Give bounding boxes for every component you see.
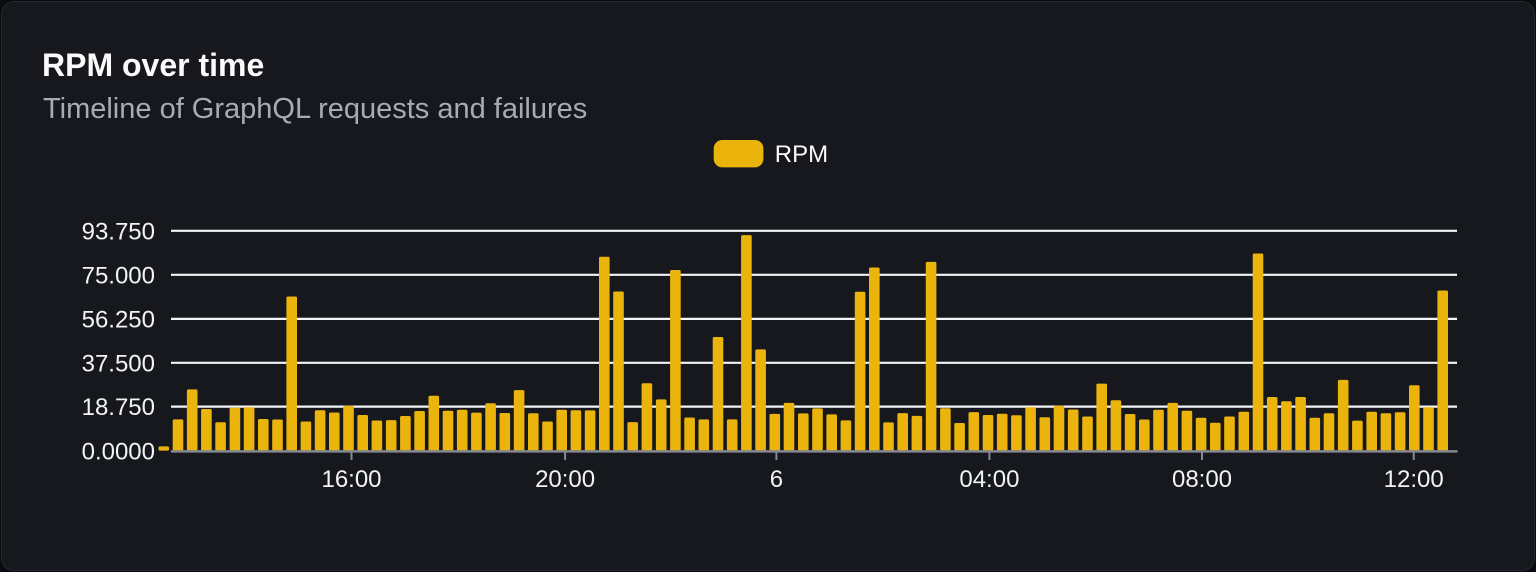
svg-text:04:00: 04:00 [959,466,1019,493]
svg-text:75.000: 75.000 [82,262,155,289]
svg-text:12:00: 12:00 [1384,466,1444,493]
svg-text:0.0000: 0.0000 [82,438,155,465]
svg-text:08:00: 08:00 [1172,466,1232,493]
svg-text:37.500: 37.500 [82,350,155,377]
svg-text:16:00: 16:00 [321,466,381,493]
svg-text:RPM: RPM [775,141,828,168]
svg-text:18.750: 18.750 [82,394,155,421]
svg-text:56.250: 56.250 [82,307,155,334]
svg-text:20:00: 20:00 [535,466,595,493]
svg-text:93.750: 93.750 [82,218,155,245]
svg-text:6: 6 [770,466,783,493]
